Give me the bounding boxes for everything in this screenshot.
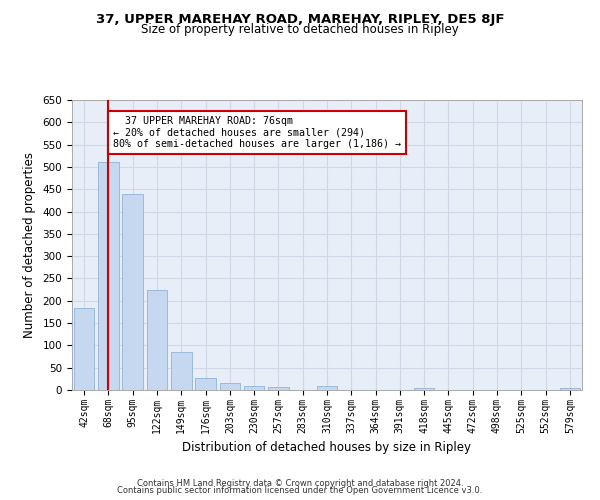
Bar [146,290,167,390]
Bar [414,388,434,390]
Text: 37 UPPER MAREHAY ROAD: 76sqm
← 20% of detached houses are smaller (294)
80% of s: 37 UPPER MAREHAY ROAD: 76sqm ← 20% of de… [113,116,401,149]
Bar [317,386,337,390]
X-axis label: Distribution of detached houses by size in Ripley: Distribution of detached houses by size … [182,441,472,454]
Bar [171,352,191,390]
Text: Contains HM Land Registry data © Crown copyright and database right 2024.: Contains HM Land Registry data © Crown c… [137,478,463,488]
Bar [268,387,289,390]
Bar [560,388,580,390]
Bar [244,386,265,390]
Bar [74,308,94,390]
Bar [122,194,143,390]
Text: Size of property relative to detached houses in Ripley: Size of property relative to detached ho… [141,22,459,36]
Bar [220,384,240,390]
Bar [195,378,216,390]
Y-axis label: Number of detached properties: Number of detached properties [23,152,35,338]
Bar [98,162,119,390]
Text: Contains public sector information licensed under the Open Government Licence v3: Contains public sector information licen… [118,486,482,495]
Text: 37, UPPER MAREHAY ROAD, MAREHAY, RIPLEY, DE5 8JF: 37, UPPER MAREHAY ROAD, MAREHAY, RIPLEY,… [96,12,504,26]
